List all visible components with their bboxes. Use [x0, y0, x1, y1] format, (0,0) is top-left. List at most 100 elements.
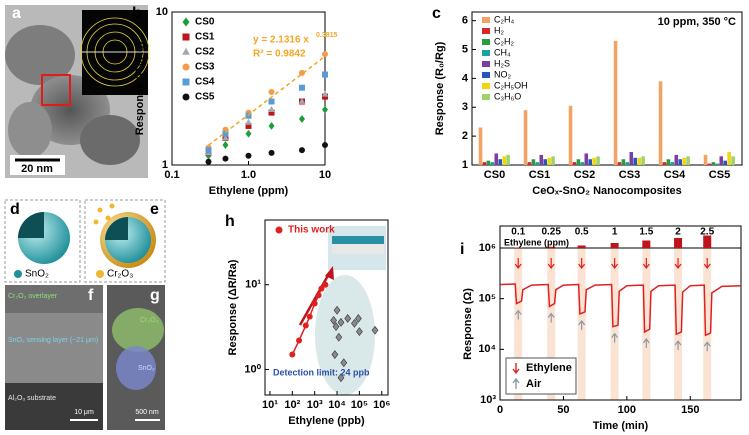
point	[351, 318, 358, 328]
bar	[478, 127, 483, 165]
point	[245, 129, 252, 138]
particle-label: Cr₂O₃	[140, 317, 159, 324]
y-tick-label: 10³	[480, 394, 496, 406]
x-tick-label: 10²	[284, 399, 300, 411]
layer-label: Cr₂O₃ overlayer	[8, 293, 58, 300]
ethylene-arrow	[578, 258, 586, 269]
point	[222, 134, 229, 141]
point	[330, 315, 337, 325]
fit-r2: R² = 0.9842	[253, 49, 306, 60]
bar	[547, 157, 551, 165]
pulse-bar	[547, 246, 556, 248]
bar	[551, 156, 555, 165]
y-tick-label: 6	[462, 15, 468, 27]
point	[333, 305, 341, 315]
legend-swatch	[482, 50, 490, 56]
point	[289, 351, 296, 358]
point	[356, 327, 363, 336]
legend-label: CS3	[195, 62, 215, 73]
bar	[596, 156, 600, 165]
legend-label: Air	[526, 378, 542, 390]
x-tick-label: 150	[681, 404, 699, 416]
pulse-label: 1.5	[639, 227, 653, 238]
pulse-label: 2.5	[700, 227, 714, 238]
bar	[641, 156, 645, 165]
legend-label: CS1	[195, 32, 215, 43]
bar	[584, 153, 589, 165]
y-axis-label: Response (ΔR/Ra)	[227, 259, 239, 355]
point	[268, 98, 275, 105]
point	[322, 281, 329, 288]
panel-label: a	[12, 5, 21, 22]
legend-marker	[512, 377, 520, 389]
point	[340, 358, 348, 368]
legend-marker	[182, 17, 190, 27]
bar	[621, 159, 626, 165]
bar	[502, 156, 506, 165]
legend-label: C₂H₂	[494, 36, 514, 46]
air-arrow	[703, 341, 711, 352]
plot-frame	[499, 247, 742, 401]
point	[222, 141, 229, 149]
bar	[633, 157, 637, 165]
bar	[707, 163, 712, 165]
schematic-e: Cr₂O₃ e	[84, 199, 166, 283]
point	[371, 325, 379, 335]
x-tick-label: 10	[319, 169, 331, 181]
point	[205, 158, 212, 165]
pulse-label: 2	[675, 227, 681, 238]
point	[205, 147, 212, 154]
point	[318, 285, 325, 292]
legend-marker	[182, 78, 190, 86]
x-tick-label: CS5	[709, 169, 730, 181]
ethylene-arrow	[514, 258, 522, 269]
bar	[617, 162, 622, 165]
bar	[625, 162, 630, 165]
x-axis-label: Ethylene (ppb)	[288, 415, 365, 427]
point	[322, 142, 328, 149]
x-tick-label: CS3	[619, 169, 640, 181]
bar	[670, 162, 675, 165]
point	[268, 149, 275, 156]
point	[222, 130, 229, 137]
pulse-bar	[674, 238, 683, 248]
bar	[498, 159, 502, 165]
panel-label: d	[10, 201, 20, 218]
bar	[678, 159, 682, 165]
point	[335, 332, 343, 342]
fit-equation: y = 2.1316 x	[253, 35, 309, 46]
bar	[674, 154, 679, 165]
point	[322, 71, 328, 78]
bar	[588, 159, 592, 165]
ethylene-arrow	[703, 258, 711, 269]
legend-label: NO₂	[494, 69, 512, 79]
panel-label: i	[460, 241, 464, 258]
layer-label: Al₂O₃ substrate	[8, 395, 56, 402]
pulse-bar	[514, 247, 523, 248]
bar	[531, 159, 536, 165]
pulse-shade	[703, 248, 712, 400]
bar	[723, 160, 727, 165]
legend-marker	[182, 47, 190, 55]
plot-frame	[264, 219, 389, 396]
legend-label: H₂S	[494, 58, 510, 68]
y-tick-label: 1	[162, 159, 168, 171]
y-tick-label: 10	[156, 6, 168, 18]
bar	[662, 162, 667, 165]
point	[298, 69, 305, 76]
legend-box	[505, 357, 577, 395]
legend-swatch	[482, 39, 490, 45]
panel-label: h	[225, 213, 235, 230]
bar	[629, 152, 634, 165]
decoration	[298, 226, 386, 395]
legend-label: Cr₂O₃	[107, 269, 133, 280]
bar	[543, 159, 547, 165]
point	[268, 109, 275, 116]
panel-label: f	[88, 287, 94, 304]
x-tick-label: CS4	[664, 169, 686, 181]
y-axis-label: Response (R₀/Rg)	[434, 41, 446, 135]
bar	[506, 154, 510, 165]
air-arrow	[642, 337, 650, 348]
legend-label: CS4	[195, 77, 215, 88]
